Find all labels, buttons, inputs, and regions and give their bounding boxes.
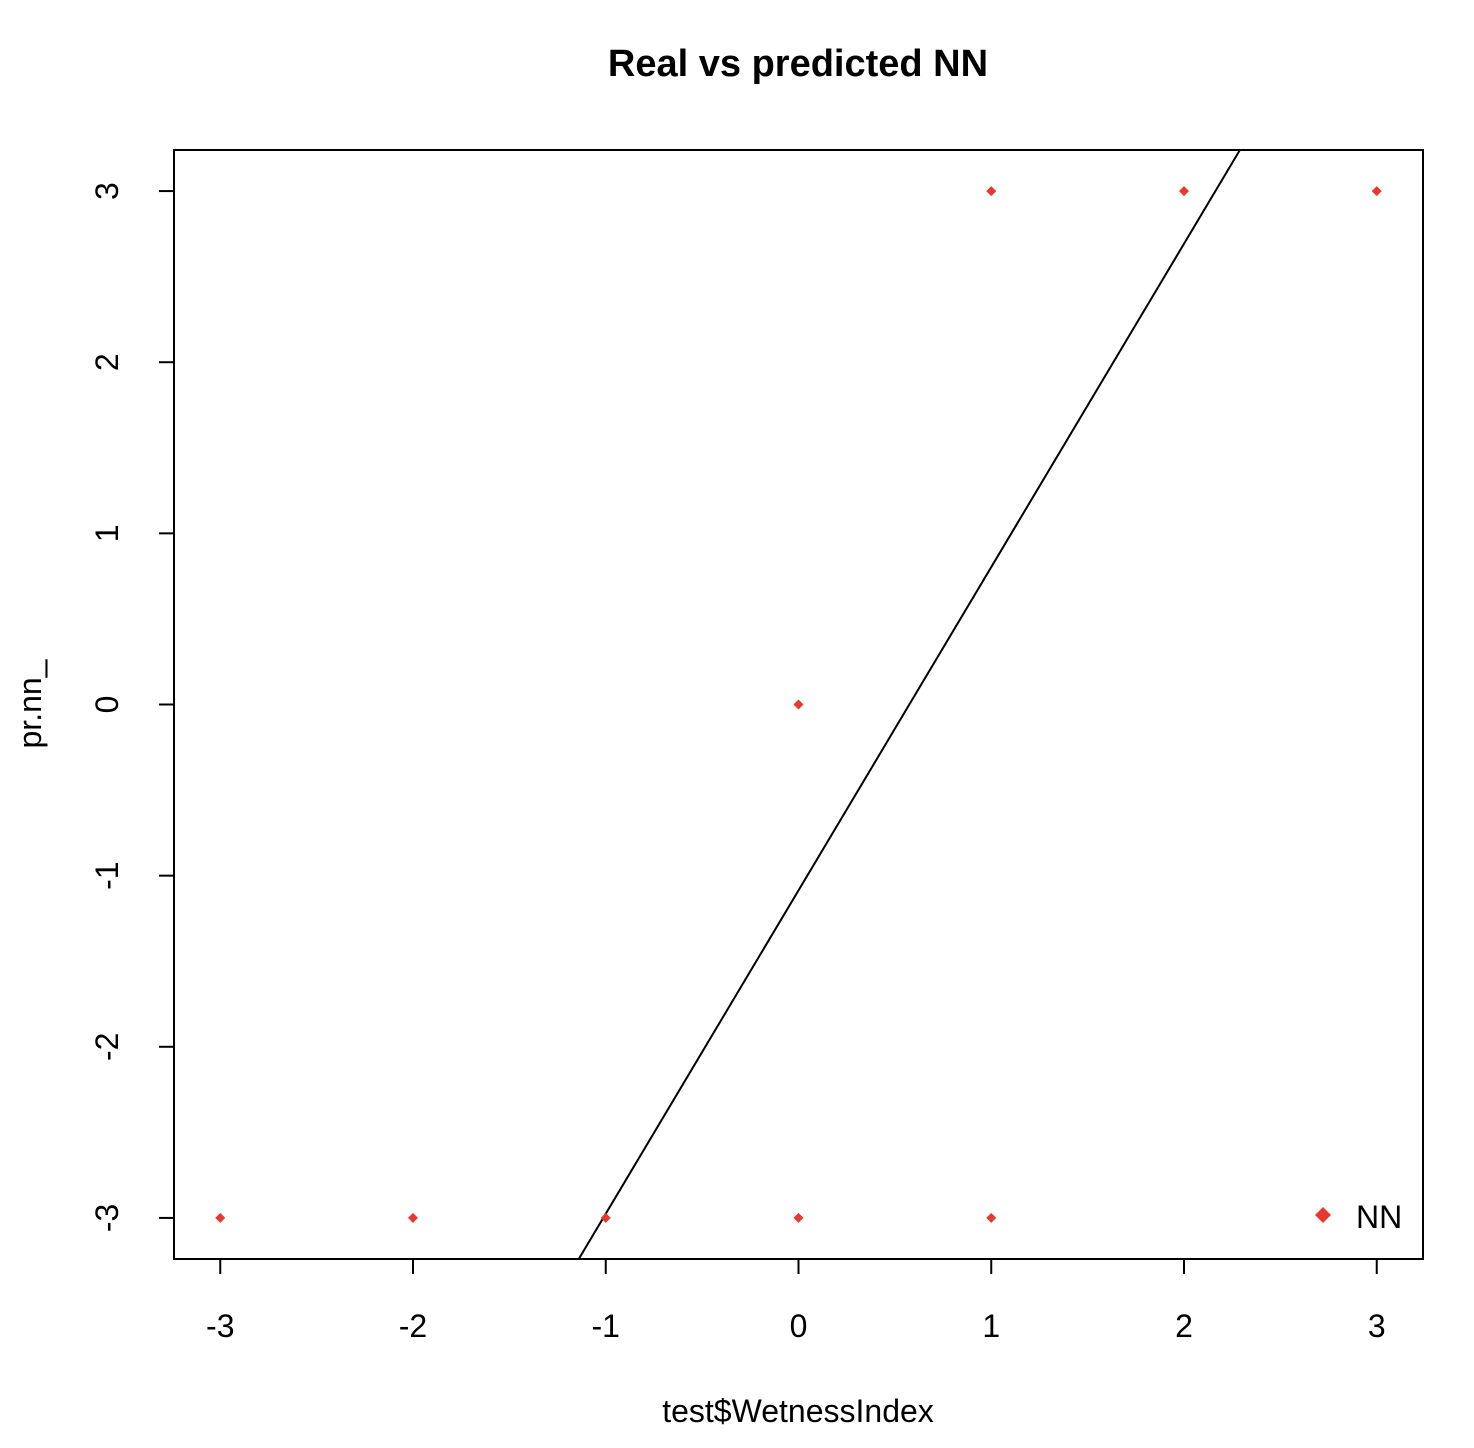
data-point — [600, 1212, 611, 1223]
data-point — [793, 699, 804, 710]
x-tick-label: 2 — [1175, 1308, 1193, 1344]
data-point — [1371, 186, 1382, 197]
y-tick-label: -2 — [89, 1033, 125, 1061]
y-tick-label: 2 — [89, 353, 125, 371]
y-tick-label: -1 — [89, 861, 125, 889]
y-tick-label: 3 — [89, 182, 125, 200]
legend-label-nn: NN — [1356, 1199, 1402, 1235]
fit-line — [577, 149, 1241, 1260]
data-point — [408, 1212, 419, 1223]
data-point — [986, 186, 997, 197]
chart-title: Real vs predicted NN — [608, 43, 988, 85]
y-tick-label: 0 — [89, 696, 125, 714]
data-points — [215, 186, 1382, 1223]
x-axis: -3 -2 -1 0 1 2 3 — [206, 1258, 1386, 1344]
x-tick-label: -1 — [592, 1308, 620, 1344]
x-tick-label: -3 — [206, 1308, 234, 1344]
data-point — [215, 1212, 226, 1223]
x-axis-label: test$WetnessIndex — [662, 1393, 934, 1429]
y-axis: -3 -2 -1 0 1 2 3 — [89, 182, 175, 1232]
x-tick-label: -2 — [399, 1308, 427, 1344]
x-tick-label: 3 — [1368, 1308, 1386, 1344]
data-point — [986, 1212, 997, 1223]
y-tick-label: 1 — [89, 524, 125, 542]
x-tick-label: 1 — [982, 1308, 1000, 1344]
data-point — [1178, 186, 1189, 197]
data-point — [793, 1212, 804, 1223]
legend: NN — [1315, 1199, 1402, 1235]
y-tick-label: -3 — [89, 1204, 125, 1232]
x-tick-label: 0 — [790, 1308, 808, 1344]
y-axis-label: pr.nn_ — [12, 658, 48, 748]
legend-marker — [1315, 1207, 1331, 1223]
